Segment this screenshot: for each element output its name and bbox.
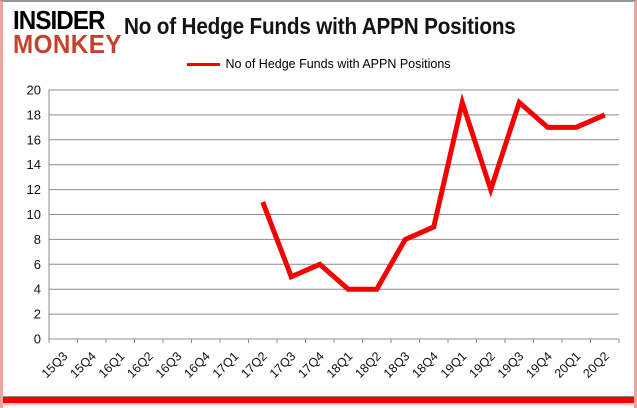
x-tick-label: 16Q3	[153, 349, 185, 381]
legend-line-swatch	[186, 62, 220, 66]
x-tick-label: 17Q3	[267, 349, 299, 381]
logo-text-monkey: MONKEY	[13, 29, 122, 59]
x-tick-label: 19Q2	[466, 349, 498, 381]
line-chart: 0 2 4 6 8 10 12 14 16 18 20 15Q315Q416Q116Q216Q316Q…	[27, 83, 620, 381]
y-tick-label: 18	[27, 107, 41, 122]
y-tick-label: 12	[27, 182, 41, 197]
x-tick-label: 18Q4	[409, 349, 441, 381]
y-tick-label: 14	[27, 157, 41, 172]
x-tick-label: 20Q1	[552, 349, 584, 381]
chart-title: No of Hedge Funds with APPN Positions	[124, 13, 516, 39]
x-tick-label: 15Q3	[39, 349, 71, 381]
x-tick-label: 19Q4	[523, 349, 555, 381]
x-tick-label: 15Q4	[67, 349, 99, 381]
x-tick-label: 18Q3	[381, 349, 413, 381]
x-tick-label: 17Q2	[238, 349, 270, 381]
x-tick-label: 17Q4	[295, 349, 327, 381]
logo-text-insider: INSIDER	[13, 5, 106, 35]
y-tick-label: 6	[34, 257, 41, 272]
y-tick-label: 10	[27, 207, 41, 222]
chart-legend: No of Hedge Funds with APPN Positions	[186, 57, 451, 71]
y-tick-label: 0	[34, 332, 41, 347]
y-tick-label: 2	[34, 307, 41, 322]
y-tick-label: 16	[27, 132, 41, 147]
y-tick-label: 20	[27, 83, 41, 98]
legend-label: No of Hedge Funds with APPN Positions	[225, 57, 451, 71]
series-line	[260, 93, 606, 292]
y-tick-label: 8	[34, 232, 41, 247]
x-tick-label: 19Q3	[495, 349, 527, 381]
x-tick-label: 18Q1	[324, 349, 356, 381]
bottom-red-bar	[3, 396, 634, 403]
x-tick-label: 20Q2	[580, 349, 612, 381]
y-tick-label: 4	[34, 282, 41, 297]
x-tick-label: 16Q1	[96, 349, 128, 381]
x-tick-label: 19Q1	[438, 349, 470, 381]
x-tick-label: 17Q1	[210, 349, 242, 381]
x-tick-label: 16Q2	[124, 349, 156, 381]
x-tick-label: 18Q2	[352, 349, 384, 381]
insider-monkey-logo: INSIDER MONKEY	[13, 5, 130, 59]
x-tick-label: 16Q4	[181, 349, 213, 381]
